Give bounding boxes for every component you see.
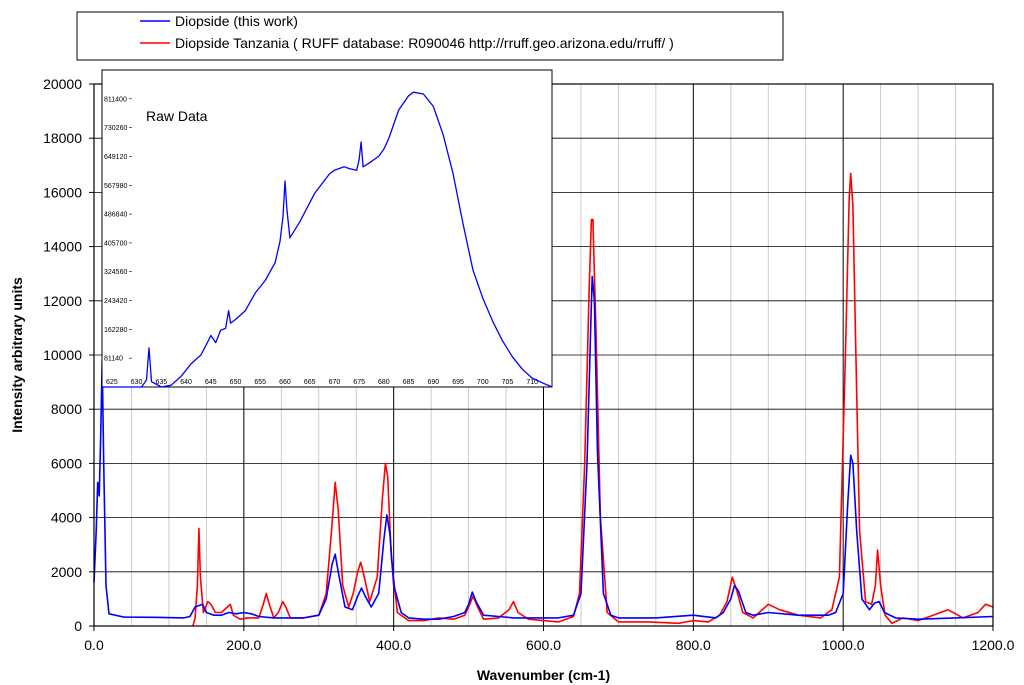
inset-tick-labels: 625 630 635 640 645 650 655 660 665 670 675 680 685 6… <box>104 96 538 386</box>
series-line-diopside-this-work <box>93 275 994 620</box>
legend-entry-diopside-this-work: Diopside (this work) <box>175 13 298 29</box>
x-axis-label: Wavenumber (cm-1) <box>477 667 610 683</box>
main-series <box>93 172 994 627</box>
x-tick-label: 1000.0 <box>822 637 865 653</box>
inset-series <box>102 91 553 388</box>
inset-y-tick-label: 243420 <box>104 298 127 305</box>
inset-y-tick-label: 81140 <box>104 356 123 363</box>
inset-x-tick-label: 685 <box>403 379 415 386</box>
inset-x-tick-label: 710 <box>526 379 538 386</box>
y-tick-label: 14000 <box>43 239 82 255</box>
main-tick-labels: 0.0 200.0 400.0 600.0 800.0 1000.0 1200.0 0 2000… <box>43 76 1015 653</box>
inset-x-tick-label: 655 <box>254 379 266 386</box>
inset-y-tick-label: 567980 <box>104 183 127 190</box>
x-tick-label: 800.0 <box>676 637 711 653</box>
y-tick-label: 6000 <box>51 455 82 471</box>
inset-x-tick-label: 625 <box>106 379 118 386</box>
inset-x-tick-label: 700 <box>477 379 489 386</box>
x-tick-label: 400.0 <box>376 637 411 653</box>
y-tick-label: 18000 <box>43 130 82 146</box>
inset-x-tick-label: 690 <box>427 379 439 386</box>
inset-series-line <box>102 91 553 388</box>
y-tick-label: 0 <box>74 618 82 634</box>
inset-x-tick-label: 675 <box>353 379 365 386</box>
series-line-diopside-tanzania <box>192 172 994 627</box>
inset-y-tick-label: 162280 <box>104 327 127 334</box>
inset-y-tick-label: 405700 <box>104 240 127 247</box>
x-tick-label: 200.0 <box>226 637 261 653</box>
inset-x-tick-label: 650 <box>230 379 242 386</box>
legend: Diopside (this work) Diopside Tanzania (… <box>76 11 784 61</box>
inset-title: Raw Data <box>146 108 208 124</box>
inset-x-tick-label: 695 <box>452 379 464 386</box>
x-tick-label: 0.0 <box>84 637 104 653</box>
inset-x-tick-label: 630 <box>131 379 143 386</box>
x-tick-label: 1200.0 <box>972 637 1015 653</box>
y-tick-label: 10000 <box>43 347 82 363</box>
x-tick-label: 600.0 <box>526 637 561 653</box>
y-tick-label: 12000 <box>43 293 82 309</box>
inset-y-tick-label: 324560 <box>104 269 127 276</box>
y-tick-label: 16000 <box>43 184 82 200</box>
y-tick-label: 20000 <box>43 76 82 92</box>
inset-x-tick-label: 670 <box>329 379 341 386</box>
inset-y-tick-label: 649120 <box>104 154 127 161</box>
y-tick-label: 2000 <box>51 564 82 580</box>
inset-raw-data-chart: 625 630 635 640 645 650 655 660 665 670 675 680 685 6… <box>101 69 553 388</box>
inset-x-tick-label: 645 <box>205 379 217 386</box>
inset-x-tick-label: 635 <box>155 379 167 386</box>
inset-y-tick-label: 486840 <box>104 212 127 219</box>
legend-entry-diopside-tanzania: Diopside Tanzania ( RUFF database: R0900… <box>175 35 674 51</box>
inset-x-tick-label: 680 <box>378 379 390 386</box>
y-tick-label: 8000 <box>51 401 82 417</box>
inset-y-tick-label: 811400 <box>104 96 127 103</box>
inset-x-tick-label: 705 <box>502 379 514 386</box>
inset-x-tick-label: 640 <box>180 379 192 386</box>
inset-background <box>101 69 553 388</box>
inset-y-tick-label: 730260 <box>104 125 127 132</box>
inset-x-tick-label: 665 <box>304 379 316 386</box>
y-axis-label: Intensity arbitrary units <box>9 277 25 433</box>
y-tick-label: 4000 <box>51 510 82 526</box>
legend-box <box>76 11 784 61</box>
inset-x-tick-label: 660 <box>279 379 291 386</box>
